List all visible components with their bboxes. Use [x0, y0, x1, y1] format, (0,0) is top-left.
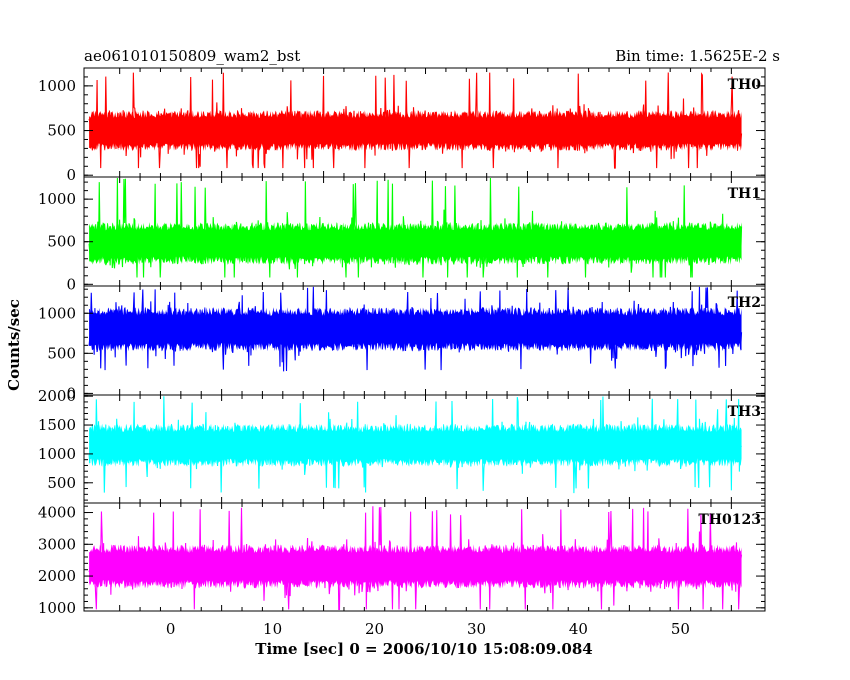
- x-tick-label: 10: [263, 620, 282, 638]
- y-tick-label: 4000: [38, 504, 76, 522]
- x-tick-label: 50: [671, 620, 690, 638]
- panel-label-th3: TH3: [728, 404, 761, 420]
- x-tick-label: 20: [365, 620, 384, 638]
- series-line-th0: [88, 72, 743, 169]
- y-tick-label: 0: [66, 384, 76, 402]
- y-tick-label: 500: [47, 344, 76, 362]
- panel-th0: 0 500 1000 TH0: [38, 67, 766, 184]
- y-axis-label: Counts/sec: [5, 299, 23, 391]
- panels-group: 0 500 1000 TH0 0 500 1000 TH1 0 500 1000 TH2 500 1000…: [38, 67, 766, 617]
- y-tick-label: 1000: [38, 304, 76, 322]
- panel-label-th0: TH0: [728, 77, 762, 93]
- chart-title: ae061010150809_wam2_bst: [84, 47, 300, 65]
- series-line-th0123: [88, 506, 743, 610]
- panel-th1: 0 500 1000 TH1: [38, 176, 766, 293]
- x-axis-label: Time [sec] 0 = 2006/10/10 15:08:09.084: [255, 640, 592, 658]
- y-tick-label: 2000: [38, 387, 76, 405]
- y-tick-label: 3000: [38, 535, 76, 553]
- y-tick-label: 1500: [38, 416, 76, 434]
- y-tick-label: 500: [47, 474, 76, 492]
- x-tick-label: 30: [467, 620, 486, 638]
- series-line-th2: [88, 286, 743, 372]
- y-tick-label: 1000: [38, 77, 76, 95]
- y-tick-label: 500: [47, 233, 76, 251]
- series-line-th1: [88, 177, 743, 278]
- panel-label-th0123: TH0123: [698, 512, 761, 528]
- x-tick-label: 40: [569, 620, 588, 638]
- y-tick-label: 1000: [38, 599, 76, 617]
- panel-label-th1: TH1: [728, 186, 761, 202]
- y-tick-label: 1000: [38, 190, 76, 208]
- x-axis: 0 10 20 30 40 50: [166, 620, 690, 638]
- panel-th2: 0 500 1000 TH2: [38, 285, 766, 402]
- series-line-th3: [88, 396, 743, 494]
- y-tick-label: 1000: [38, 445, 76, 463]
- y-tick-label: 0: [66, 275, 76, 293]
- x-tick-label: 0: [166, 620, 176, 638]
- y-tick-label: 500: [47, 122, 76, 140]
- y-tick-label: 0: [66, 166, 76, 184]
- panel-label-th2: TH2: [728, 295, 761, 311]
- panel-th0123: 1000 2000 3000 4000 TH0123: [38, 502, 766, 617]
- y-tick-label: 2000: [38, 567, 76, 585]
- panel-th3: 500 1000 1500 2000 TH3: [38, 387, 766, 504]
- bin-time-label: Bin time: 1.5625E-2 s: [615, 47, 780, 65]
